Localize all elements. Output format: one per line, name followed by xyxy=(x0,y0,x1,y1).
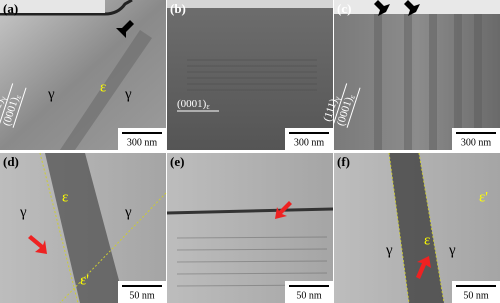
micrograph xyxy=(167,0,333,150)
phase-label: γ xyxy=(448,242,456,258)
scale-bar-label: 300 nm xyxy=(294,137,325,148)
plane-labels: (0001)ε xyxy=(177,98,219,112)
plane-phase: γ xyxy=(332,95,342,103)
phase-label: ε xyxy=(62,189,68,205)
panel-label: (b) xyxy=(170,1,186,16)
stripe xyxy=(454,14,462,150)
micrograph xyxy=(167,153,333,303)
phase-label: ε' xyxy=(80,272,89,288)
stripe xyxy=(474,14,482,150)
scale-bar-label: 50 nm xyxy=(129,290,155,301)
plane-phase: ε xyxy=(347,93,357,100)
plane-trace xyxy=(333,83,348,124)
micrograph xyxy=(334,0,500,150)
phase-label: ε xyxy=(100,79,106,95)
phase-label: ε' xyxy=(479,189,488,205)
panel: (d) 50 nm γ ε γ ε' xyxy=(0,152,167,303)
stripe xyxy=(404,14,412,150)
panel-label: (e) xyxy=(170,154,184,169)
phase-label: γ xyxy=(47,86,55,102)
band xyxy=(60,30,152,150)
plane-phase: ε xyxy=(13,93,23,100)
phase-label: ε xyxy=(424,232,430,248)
phase-label: γ xyxy=(124,204,132,220)
phase-label: γ xyxy=(19,204,27,220)
panel: (b) 300 nm (0001)ε xyxy=(167,0,333,150)
plane-index: (0001) xyxy=(177,98,207,110)
arrow xyxy=(404,0,420,16)
arrow xyxy=(416,256,431,279)
streak xyxy=(176,236,328,239)
coating xyxy=(0,0,105,13)
surface xyxy=(167,0,333,8)
arrow xyxy=(116,20,134,38)
plane-trace xyxy=(0,83,14,124)
stripe xyxy=(374,14,382,150)
plane-label: (0001)ε xyxy=(177,98,210,111)
plane-phase: γ xyxy=(0,95,8,103)
scale-bar-label: 300 nm xyxy=(461,137,492,148)
streak xyxy=(176,272,328,275)
trace xyxy=(388,152,410,303)
streak xyxy=(176,260,328,263)
panel-label: (d) xyxy=(3,154,19,169)
scale-bar-label: 50 nm xyxy=(463,290,489,301)
panel-label: (c) xyxy=(337,1,351,16)
stripe xyxy=(429,14,437,150)
plane-trace xyxy=(346,87,361,128)
dislocation xyxy=(166,207,334,215)
trace xyxy=(59,192,167,303)
panel: (c)300 nm(0001)ε(111)γ xyxy=(321,0,500,150)
panel: (e) 50 nm xyxy=(166,153,334,303)
surface xyxy=(0,0,133,16)
panel: (f) 50 nm γ ε γ ε' xyxy=(334,152,500,303)
band xyxy=(45,153,125,303)
plane-phase: ε xyxy=(206,102,210,111)
trace xyxy=(39,152,79,303)
trace xyxy=(418,152,445,303)
arrow xyxy=(28,235,47,254)
panel-label: (f) xyxy=(337,154,350,169)
scale-bar-label: 50 nm xyxy=(296,290,322,301)
phase-label: γ xyxy=(385,242,393,258)
scale-bar-label: 300 nm xyxy=(127,137,158,148)
panel-label: (a) xyxy=(3,1,18,16)
arrow xyxy=(374,0,390,16)
streak xyxy=(176,248,328,251)
plane-trace xyxy=(12,87,27,128)
arrow xyxy=(275,201,292,219)
phase-label: γ xyxy=(124,86,132,102)
